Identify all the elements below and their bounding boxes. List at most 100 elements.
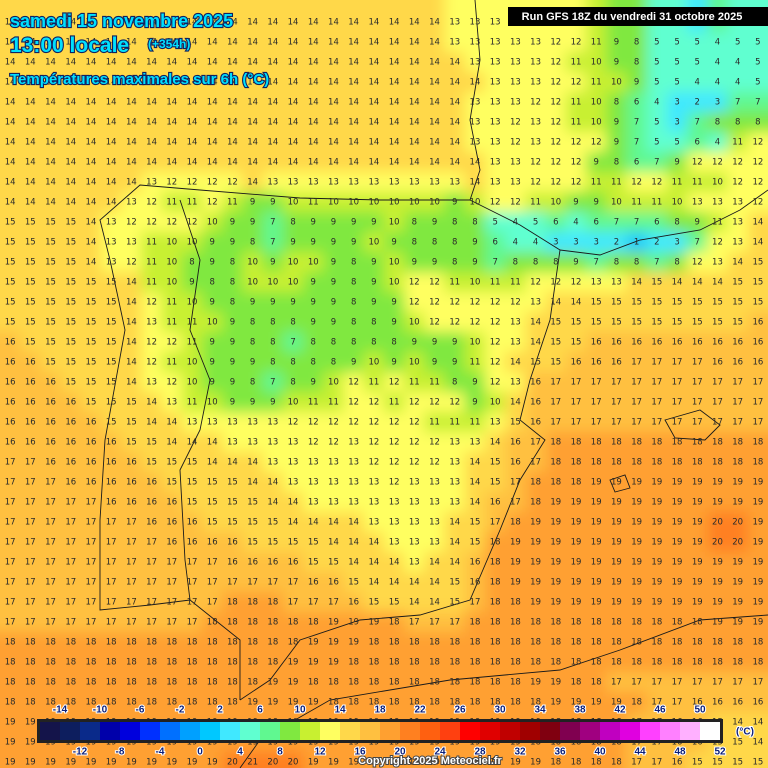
temperature-cell <box>666 372 688 392</box>
temperature-value: 17 <box>712 678 723 688</box>
temperature-value: 12 <box>146 338 157 348</box>
temperature-cell <box>161 312 183 332</box>
temperature-cell <box>545 432 567 452</box>
temperature-value: 18 <box>490 618 501 628</box>
temperature-value: 14 <box>65 58 76 68</box>
temperature-cell <box>485 292 506 312</box>
temperature-value: 20 <box>732 518 743 528</box>
temperature-cell <box>363 312 385 332</box>
temperature-value: 17 <box>752 378 763 388</box>
temperature-value: 14 <box>328 518 339 528</box>
temperature-cell <box>101 412 122 432</box>
temperature-cell <box>384 452 405 472</box>
temperature-cell <box>80 432 102 452</box>
temperature-cell <box>384 72 405 92</box>
temperature-value: 17 <box>611 418 622 428</box>
temperature-value: 18 <box>752 458 763 468</box>
temperature-value: 13 <box>409 518 420 528</box>
temperature-value: 18 <box>490 658 501 668</box>
temperature-value: 13 <box>490 178 501 188</box>
temperature-cell <box>242 272 264 292</box>
temperature-value: 14 <box>187 58 198 68</box>
colorbar-swatch <box>580 722 600 740</box>
temperature-value: 10 <box>187 378 198 388</box>
temperature-value: 17 <box>247 578 258 588</box>
temperature-value: 13 <box>267 438 278 448</box>
temperature-cell <box>282 212 304 232</box>
temperature-value: 10 <box>429 198 440 208</box>
temperature-cell <box>505 172 526 192</box>
temperature-cell <box>626 252 648 272</box>
temperature-cell <box>222 372 244 392</box>
temperature-cell <box>282 272 304 292</box>
temperature-value: 14 <box>348 138 359 148</box>
temperature-value: 17 <box>510 498 521 508</box>
temperature-cell <box>666 312 688 332</box>
temperature-cell <box>101 32 122 52</box>
temperature-value: 14 <box>267 498 278 508</box>
temperature-cell <box>40 432 62 452</box>
temperature-value: 9 <box>472 238 477 248</box>
temperature-value: 14 <box>45 178 56 188</box>
temperature-value: 16 <box>591 358 602 368</box>
temperature-cell <box>424 412 446 432</box>
temperature-value: 14 <box>288 158 299 168</box>
temperature-value: 19 <box>348 638 359 648</box>
temperature-value: 9 <box>593 198 598 208</box>
temperature-value: 19 <box>550 578 561 588</box>
temperature-value: 17 <box>712 378 723 388</box>
temperature-value: 9 <box>270 198 275 208</box>
temperature-value: 14 <box>429 38 440 48</box>
temperature-cell <box>242 52 264 72</box>
temperature-value: 16 <box>470 558 481 568</box>
temperature-value: 18 <box>86 658 97 668</box>
temperature-value: 14 <box>65 178 76 188</box>
temperature-cell <box>666 92 688 112</box>
temperature-value: 9 <box>209 298 214 308</box>
temperature-cell <box>424 252 446 272</box>
temperature-value: 17 <box>5 618 16 628</box>
temperature-value: 18 <box>389 638 400 648</box>
temperature-cell <box>282 332 304 352</box>
temperature-value: 14 <box>65 98 76 108</box>
temperature-value: 16 <box>166 498 177 508</box>
temperature-cell <box>545 332 567 352</box>
temperature-value: 18 <box>571 638 582 648</box>
temperature-value: 14 <box>449 98 460 108</box>
temperature-cell <box>141 152 163 172</box>
temperature-value: 13 <box>106 218 117 228</box>
temperature-cell <box>747 192 768 212</box>
temperature-cell <box>485 92 506 112</box>
temperature-cell <box>727 272 749 292</box>
temperature-value: 19 <box>611 518 622 528</box>
temperature-value: 19 <box>712 558 723 568</box>
temperature-cell <box>424 332 446 352</box>
temperature-cell <box>384 52 405 72</box>
temperature-cell <box>404 172 425 192</box>
temperature-cell <box>727 192 749 212</box>
colorbar-swatch <box>240 722 260 740</box>
temperature-value: 11 <box>672 178 683 188</box>
temperature-value: 15 <box>672 298 683 308</box>
temperature-value: 11 <box>389 398 400 408</box>
temperature-cell <box>161 72 183 92</box>
temperature-value: 14 <box>288 78 299 88</box>
temperature-value: 14 <box>429 578 440 588</box>
temperature-cell <box>303 72 324 92</box>
temperature-value: 17 <box>672 398 683 408</box>
temperature-value: 17 <box>692 378 703 388</box>
temperature-value: 9 <box>371 218 376 228</box>
temperature-cell <box>444 212 466 232</box>
temperature-value: 11 <box>227 198 238 208</box>
temperature-value: 18 <box>227 658 238 668</box>
temperature-value: 14 <box>449 518 460 528</box>
temperature-value: 17 <box>510 478 521 488</box>
temperature-value: 18 <box>227 618 238 628</box>
temperature-value: 12 <box>389 418 400 428</box>
temperature-cell <box>40 292 62 312</box>
colorbar-swatch <box>480 722 500 740</box>
temperature-value: 19 <box>752 478 763 488</box>
temperature-cell <box>646 372 668 392</box>
